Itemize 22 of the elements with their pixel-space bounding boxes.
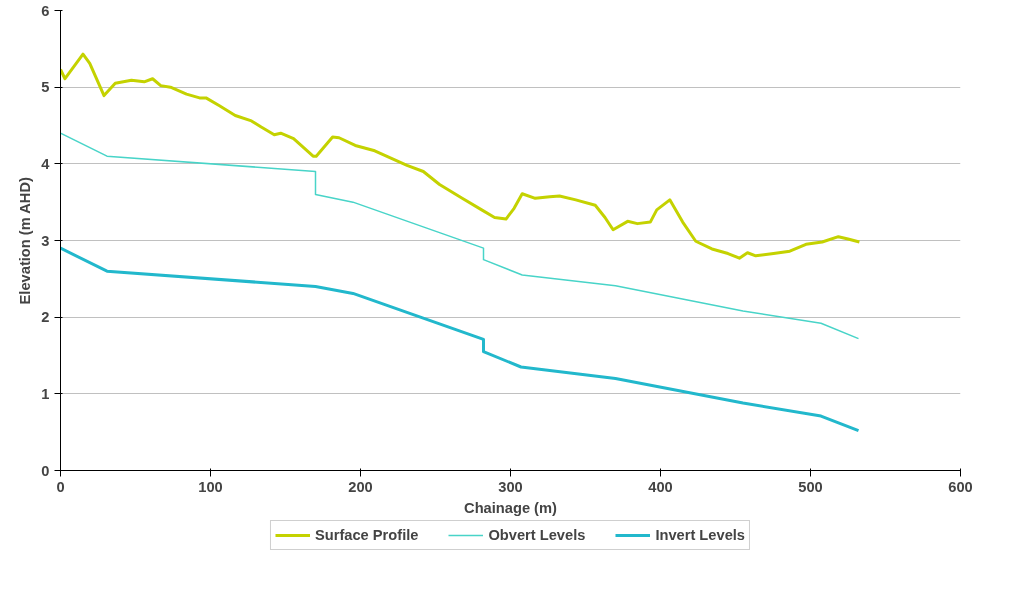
x-axis-title: Chainage (m) — [464, 499, 558, 516]
legend-label: Invert Levels — [655, 527, 746, 543]
x-tick-label: 200 — [348, 478, 373, 495]
y-tick-label: 4 — [41, 155, 51, 172]
y-tick-label: 1 — [41, 385, 50, 402]
x-tick-label: 0 — [56, 478, 65, 495]
line-series — [60, 246, 860, 433]
x-tick-label: 500 — [798, 478, 823, 495]
x-tick-label: 300 — [498, 478, 523, 495]
y-tick-label: 5 — [41, 79, 50, 96]
x-tick-label: 100 — [198, 478, 223, 495]
y-tick-label: 2 — [41, 309, 50, 326]
line-series — [60, 132, 860, 340]
legend-label: Surface Profile — [314, 527, 419, 543]
y-tick-label: 3 — [41, 232, 50, 249]
x-tick-label: 600 — [948, 478, 973, 495]
y-tick-label: 6 — [41, 2, 50, 19]
legend-label: Obvert Levels — [488, 527, 586, 543]
x-tick-label: 400 — [648, 478, 673, 495]
line-series — [60, 52, 861, 260]
y-tick-label: 0 — [41, 462, 50, 479]
y-axis-title: Elevation (m AHD) — [17, 177, 34, 305]
